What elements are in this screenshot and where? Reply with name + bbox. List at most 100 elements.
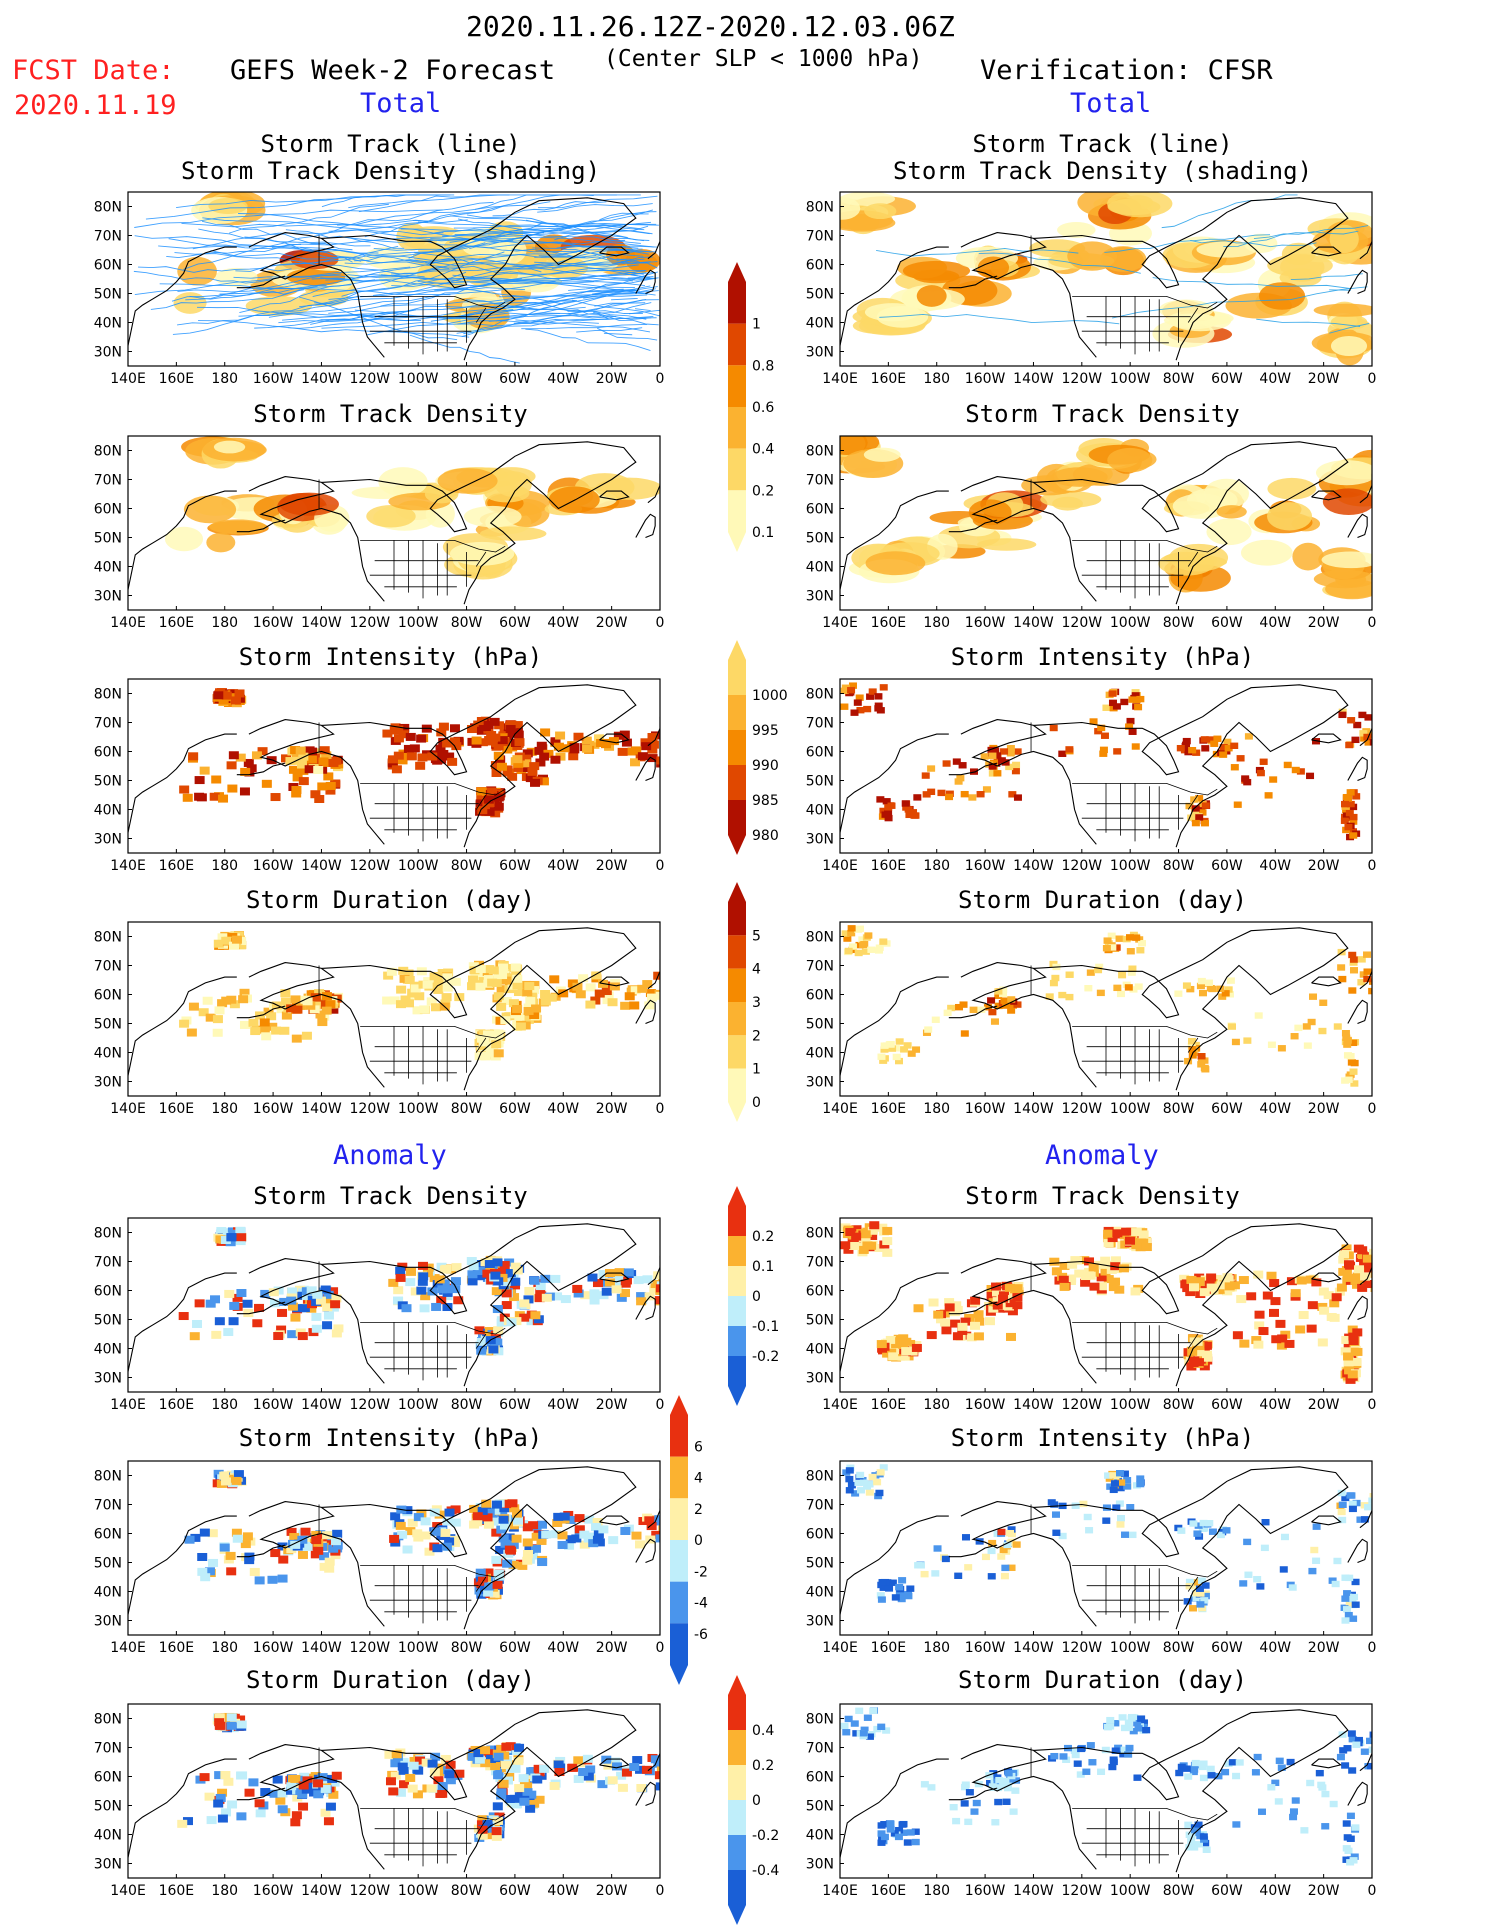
grid-cell	[413, 1534, 423, 1542]
grid-cell	[1262, 1519, 1270, 1525]
grid-cell	[480, 1746, 490, 1754]
grid-cell	[922, 772, 930, 778]
grid-cell	[886, 1820, 894, 1826]
grid-cell	[866, 1489, 874, 1495]
grid-cell	[1316, 1770, 1324, 1776]
y-tick-label: 80N	[94, 1469, 122, 1485]
grid-cell	[317, 1018, 327, 1026]
grid-cell	[1367, 1763, 1375, 1769]
grid-cell	[1339, 1250, 1349, 1258]
grid-cell	[271, 793, 281, 801]
date-range-title: 2020.11.26.12Z-2020.12.03.06Z	[466, 10, 955, 43]
x-tick-label: 80W	[1163, 371, 1195, 387]
x-tick-label: 140W	[1013, 858, 1054, 874]
grid-cell	[1321, 1791, 1329, 1797]
x-tick-label: 160E	[159, 371, 195, 387]
grid-cell	[1348, 987, 1356, 993]
x-tick-label: 140W	[301, 615, 342, 631]
grid-cell	[1200, 1833, 1208, 1839]
grid-cell	[1321, 1823, 1329, 1829]
x-tick-label: 160W	[253, 858, 294, 874]
grid-cell	[1188, 747, 1196, 753]
x-tick-label: 120W	[1062, 1397, 1103, 1413]
grid-cell	[904, 1839, 912, 1845]
grid-cell	[1206, 1273, 1216, 1281]
grid-cell	[1281, 1534, 1289, 1540]
grid-cell	[1333, 1558, 1341, 1564]
y-tick-label: 60N	[94, 745, 122, 761]
grid-cell	[620, 1527, 630, 1535]
x-tick-label: 160W	[965, 1640, 1006, 1656]
x-tick-label: 0	[1368, 858, 1377, 874]
grid-cell	[985, 1317, 995, 1325]
x-tick-label: 160E	[871, 1397, 907, 1413]
grid-cell	[211, 1331, 221, 1339]
grid-cell	[523, 1538, 533, 1546]
grid-cell	[516, 1022, 526, 1030]
grid-cell	[656, 1782, 666, 1790]
grid-cell	[200, 1529, 210, 1537]
colorbar-label: 985	[752, 793, 779, 809]
x-tick-label: 100W	[1110, 1397, 1151, 1413]
grid-cell	[1050, 1753, 1058, 1759]
grid-cell	[277, 1309, 287, 1317]
grid-cell	[396, 986, 406, 994]
grid-cell	[558, 1541, 568, 1549]
colorbar-segment	[728, 365, 746, 407]
colorbar-segment	[728, 1870, 746, 1905]
grid-cell	[905, 812, 913, 818]
grid-cell	[1201, 1066, 1209, 1072]
grid-cell	[598, 1525, 608, 1533]
grid-cell	[578, 1768, 588, 1776]
grid-cell	[401, 996, 411, 1004]
grid-cell	[261, 1032, 271, 1040]
colorbar-label: -0.2	[752, 1828, 779, 1844]
grid-cell	[437, 1285, 447, 1293]
grid-cell	[213, 1029, 223, 1037]
x-tick-label: 180	[211, 1640, 238, 1656]
right-anomaly-label: Anomaly	[1045, 1140, 1159, 1171]
grid-cell	[1299, 1311, 1309, 1319]
grid-cell	[1244, 1572, 1252, 1578]
colorbar-label: 0.1	[752, 525, 774, 541]
grid-cell	[982, 1554, 990, 1560]
grid-cell	[418, 1262, 428, 1270]
grid-cell	[974, 1310, 984, 1318]
colorbar-segment	[728, 969, 746, 1002]
y-tick-label: 30N	[806, 589, 834, 605]
density-cell	[1267, 478, 1316, 500]
grid-cell	[1011, 1787, 1019, 1793]
grid-cell	[1350, 1277, 1360, 1285]
grid-cell	[869, 1708, 877, 1714]
grid-cell	[1337, 1754, 1345, 1760]
density-cell	[1314, 570, 1376, 588]
x-tick-label: 160W	[253, 615, 294, 631]
x-tick-label: 180	[923, 371, 950, 387]
y-tick-label: 50N	[94, 1799, 122, 1815]
grid-cell	[1125, 1745, 1133, 1751]
grid-cell	[236, 1771, 246, 1779]
grid-cell	[1319, 1000, 1327, 1006]
grid-cell	[842, 1729, 850, 1735]
grid-cell	[1363, 951, 1371, 957]
grid-cell	[236, 1812, 246, 1820]
left-model-title: GEFS Week-2 Forecast	[230, 55, 555, 86]
grid-cell	[541, 1531, 551, 1539]
colorbar-label: 0.6	[752, 400, 774, 416]
colorbar-segment	[728, 1356, 746, 1386]
grid-cell	[1222, 1273, 1232, 1281]
grid-cell	[855, 950, 863, 956]
grid-cell	[1136, 1481, 1144, 1487]
x-tick-label: 20W	[1308, 615, 1340, 631]
grid-cell	[1127, 948, 1135, 954]
grid-cell	[1348, 952, 1356, 958]
grid-cell	[313, 766, 323, 774]
grid-cell	[1125, 1237, 1135, 1245]
grid-cell	[840, 1241, 850, 1249]
grid-cell	[1129, 729, 1137, 735]
grid-cell	[1297, 1277, 1307, 1285]
x-tick-label: 40W	[1259, 1640, 1291, 1656]
grid-cell	[549, 975, 559, 983]
grid-cell	[875, 1490, 883, 1496]
